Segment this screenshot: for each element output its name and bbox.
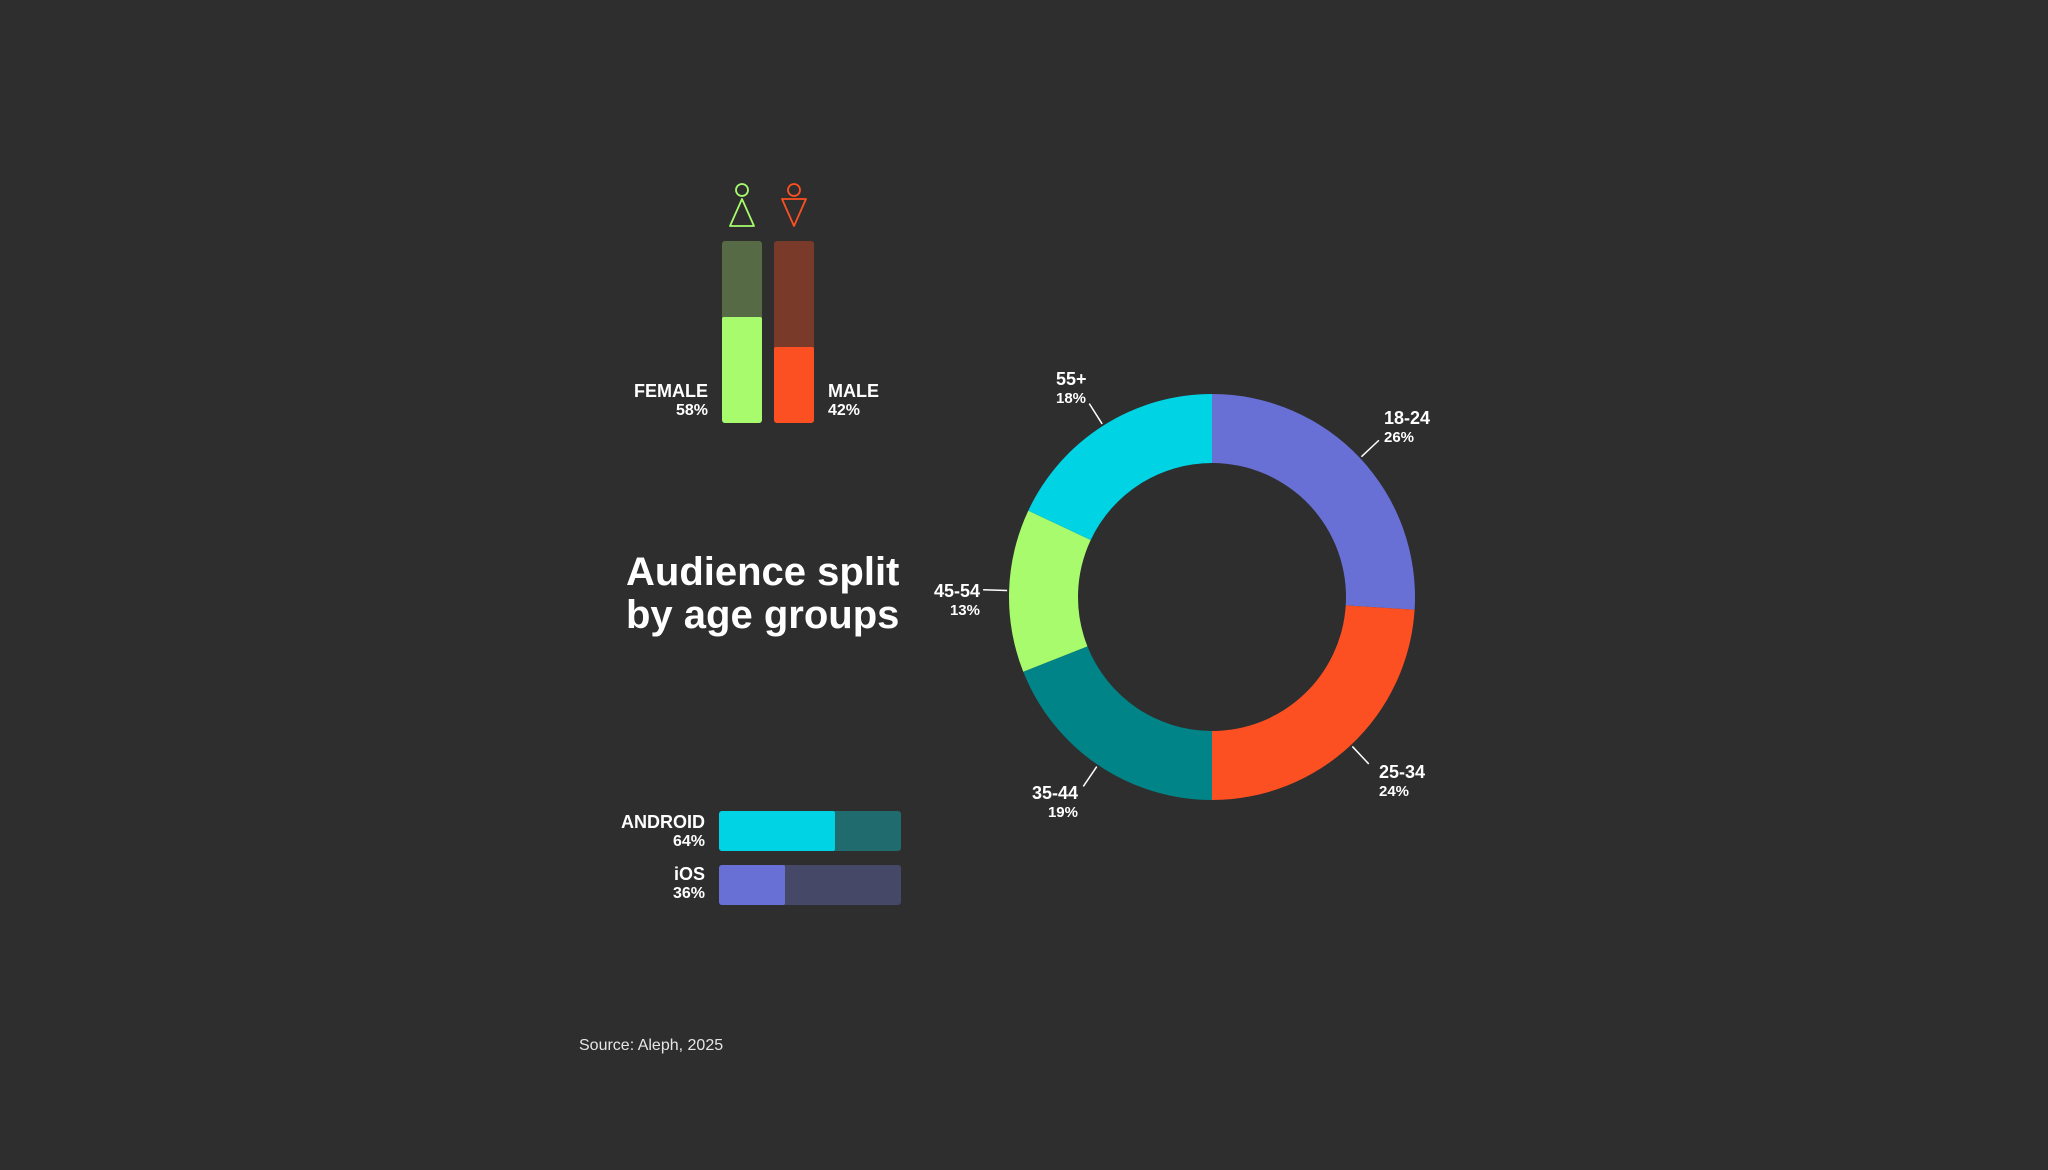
female-icon [729,183,755,227]
page-title: Audience split by age groups [626,550,900,637]
male-pct: 42% [828,402,861,419]
android-bar-fill [719,811,836,851]
slice-label-18-24: 18-24 [1384,408,1431,428]
slice-pct-45-54: 13% [949,602,980,619]
donut-label-55-plus: 55+ 18% [1056,369,1156,409]
donut-slice-55-plus [1028,394,1212,540]
donut-slice-18-24 [1212,394,1415,610]
donut-label-25-34: 25-34 24% [1379,762,1479,802]
ios-bar [719,865,901,905]
android-label-group: ANDROID 64% [580,812,705,852]
ios-pct: 36% [672,885,705,902]
male-icon [781,183,807,227]
donut-label-35-44: 35-44 19% [978,783,1078,823]
male-bar-fill [774,346,814,423]
male-bar [774,241,814,423]
male-label: MALE [828,381,879,401]
source-note: Source: Aleph, 2025 [579,1037,724,1054]
female-label-group: FEMALE 58% [600,381,708,421]
female-bar [722,241,762,423]
female-pct: 58% [675,402,708,419]
leader-line-45-54 [983,589,1008,592]
android-bar [719,811,901,851]
female-bar-fill [722,317,762,423]
ios-bar-fill [719,865,785,905]
slice-pct-35-44: 19% [1047,804,1078,821]
ios-label-group: iOS 36% [580,864,705,904]
ios-label: iOS [673,864,705,884]
slice-pct-25-34: 24% [1379,783,1410,800]
leader-line-55-plus [1088,403,1103,425]
android-label: ANDROID [621,812,705,832]
slice-label-25-34: 25-34 [1379,762,1426,782]
donut-slice-35-44 [1023,646,1212,800]
leader-line-25-34 [1351,745,1370,765]
female-label: FEMALE [634,381,708,401]
slice-label-55-plus: 55+ [1056,369,1087,389]
donut-slice-25-34 [1212,605,1415,800]
donut-slice-45-54 [1009,510,1091,672]
slice-label-35-44: 35-44 [1031,783,1078,803]
slice-label-45-54: 45-54 [933,581,980,601]
leader-line-35-44 [1082,766,1098,787]
donut-label-45-54: 45-54 13% [880,581,980,621]
donut-label-18-24: 18-24 26% [1384,408,1484,448]
android-pct: 64% [672,833,705,850]
male-label-group: MALE 42% [828,381,936,421]
leader-line-18-24 [1360,439,1380,458]
slice-pct-55-plus: 18% [1056,390,1087,407]
slice-pct-18-24: 26% [1384,429,1415,446]
